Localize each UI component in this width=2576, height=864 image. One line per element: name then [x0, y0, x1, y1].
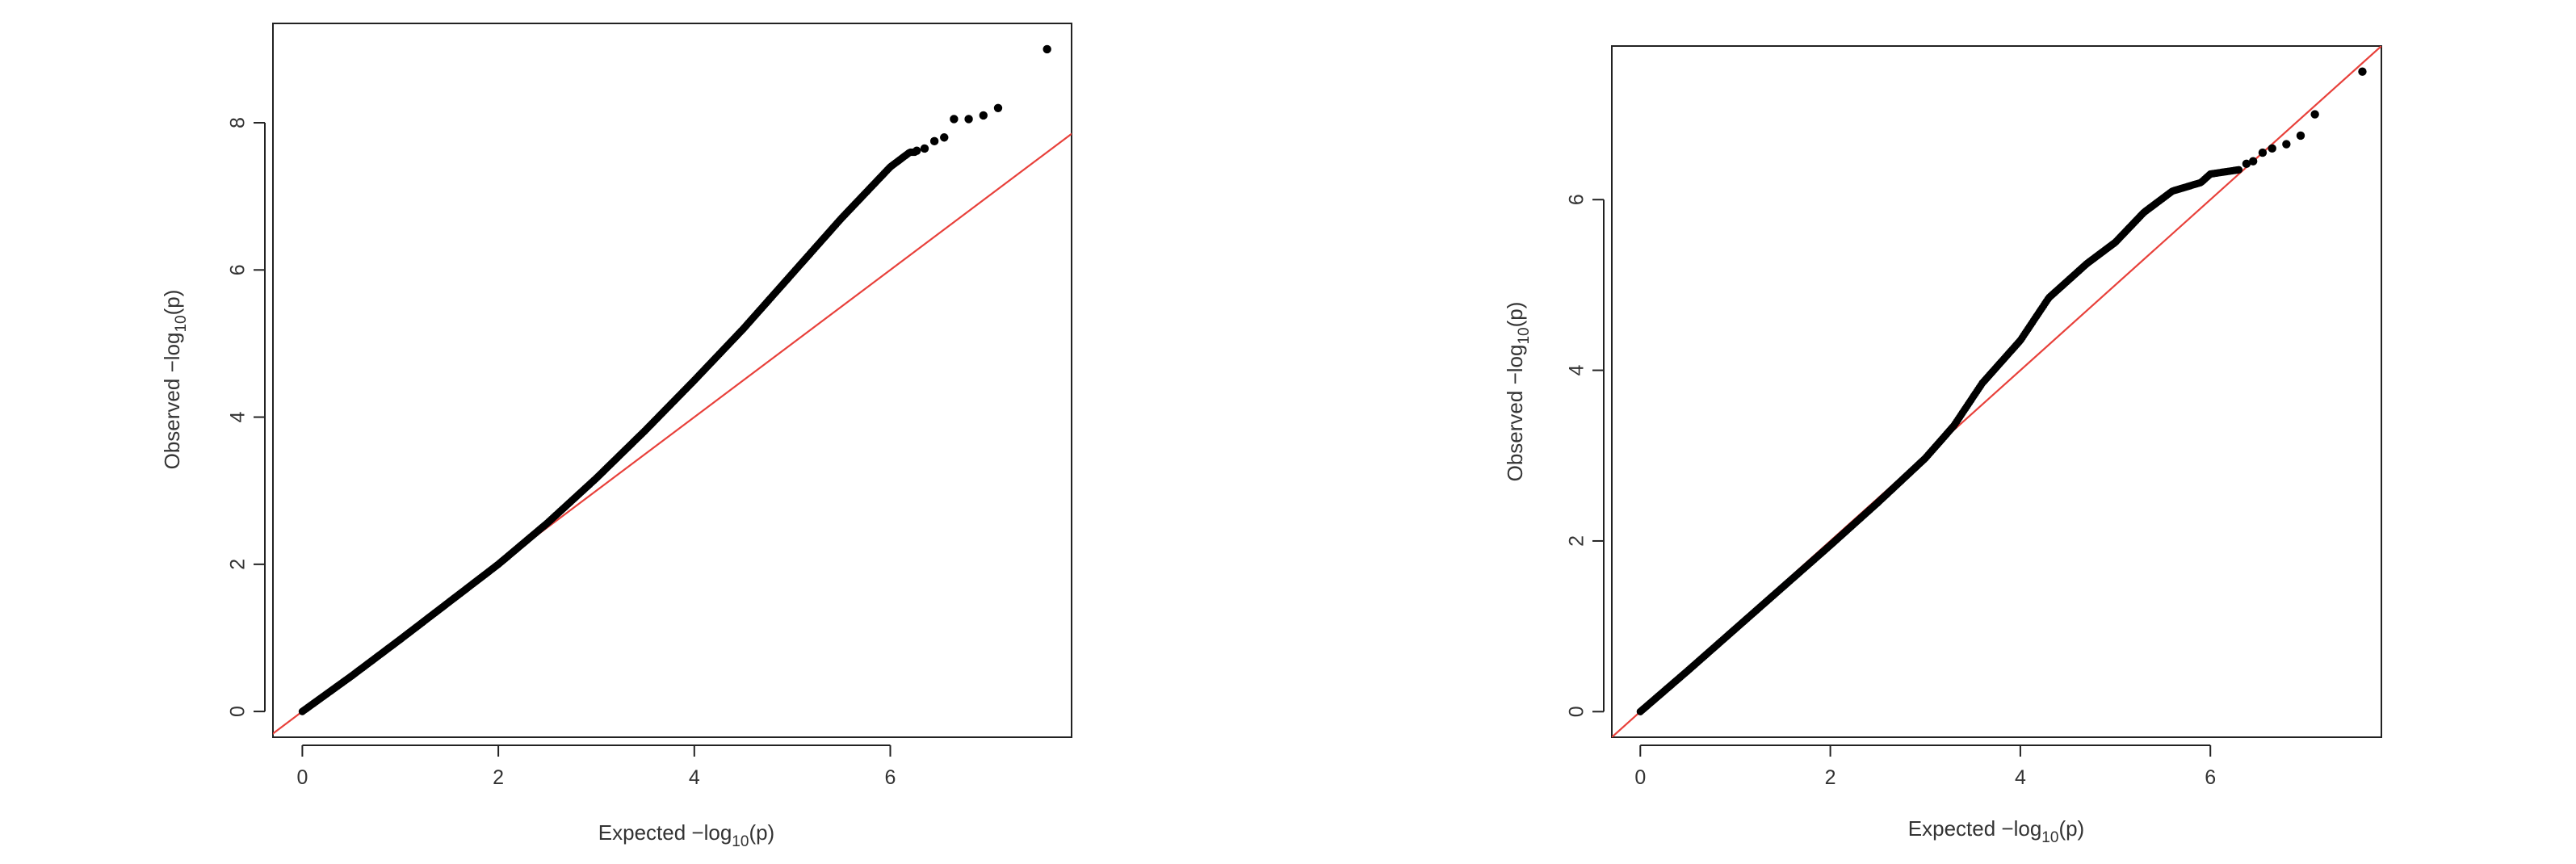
x-tick-label: 0	[1634, 766, 1646, 789]
x-tick-label: 6	[2205, 766, 2216, 789]
x-tick-label: 2	[1825, 766, 1836, 789]
y-tick-label: 2	[1566, 535, 1588, 547]
data-point	[979, 111, 988, 120]
data-point	[2310, 110, 2319, 119]
x-axis-label: Expected −log10(p)	[1908, 816, 2084, 846]
reference-line	[1612, 46, 2381, 737]
y-axis: 0 2 4 6 8	[227, 117, 266, 717]
x-tick-label: 2	[493, 766, 504, 789]
y-tick-label: 0	[227, 706, 250, 717]
x-axis-label: Expected −log10(p)	[598, 820, 774, 850]
x-axis: 0 2 4 6	[296, 744, 896, 789]
x-tick-label: 4	[689, 766, 700, 789]
x-tick-label: 6	[885, 766, 896, 789]
data-point	[964, 115, 973, 124]
plot-frame	[272, 23, 1072, 738]
y-tick-label: 6	[1566, 194, 1588, 205]
data-point	[1043, 44, 1051, 54]
reference-line-group	[1612, 46, 2381, 737]
data-point	[2242, 159, 2251, 169]
qq-plot-right: 0 2 4 6 0 2 4 6 Expected −log10(p) Observed −l…	[1503, 45, 2382, 846]
points-group	[298, 44, 1051, 715]
data-point	[920, 144, 929, 153]
data-point	[2248, 157, 2258, 166]
y-tick-label: 8	[227, 117, 250, 128]
points-group	[1636, 67, 2367, 715]
y-tick-label: 4	[227, 412, 250, 423]
y-tick-label: 4	[1566, 365, 1588, 376]
data-point	[929, 136, 939, 146]
data-point	[2296, 131, 2305, 141]
data-point	[993, 103, 1003, 113]
data-point	[2282, 140, 2291, 149]
data-point	[2234, 166, 2243, 174]
data-point	[2358, 67, 2367, 76]
y-tick-label: 0	[1566, 706, 1588, 717]
x-tick-label: 4	[2015, 766, 2026, 789]
x-tick-label: 0	[296, 766, 308, 789]
y-tick-label: 2	[227, 559, 250, 570]
data-point	[940, 133, 949, 142]
data-point	[913, 146, 921, 155]
y-tick-label: 6	[227, 264, 250, 275]
data-point	[2268, 144, 2276, 153]
reference-line-group	[273, 132, 1072, 735]
data-point	[2258, 148, 2268, 157]
data-point	[950, 115, 959, 124]
y-axis-label: Observed −log10(p)	[160, 290, 190, 470]
qq-plot-left: 0 2 4 6 0 2 4 6 8 Expected −log10(p) Observed −…	[160, 23, 1072, 850]
y-axis: 0 2 4 6	[1566, 194, 1605, 717]
plot-frame	[1611, 45, 2382, 738]
y-axis-label: Observed −log10(p)	[1503, 302, 1533, 482]
reference-line	[273, 132, 1072, 735]
x-axis: 0 2 4 6	[1634, 744, 2216, 789]
